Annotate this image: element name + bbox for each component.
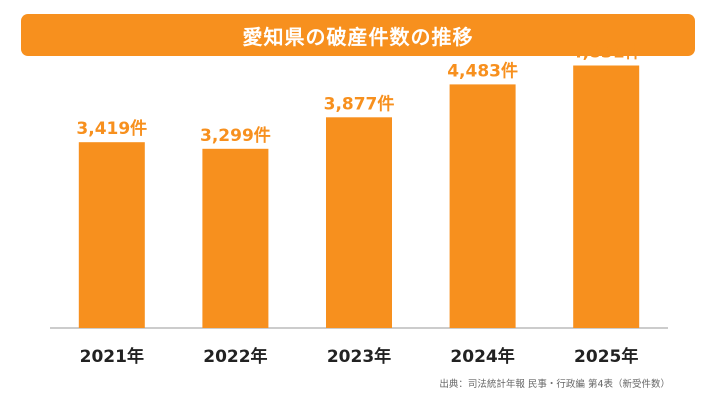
x-tick-label-2024年: 2024年 [450,346,514,367]
bar-2025年 [573,65,640,328]
data-label-2022年: 3,299件 [200,125,271,146]
x-tick-label-2021年: 2021年 [80,346,144,367]
chart-title: 愛知県の破産件数の推移 [242,24,474,49]
source-note: 出典：司法統計年報 民事・行政編 第4表（新受件数） [439,379,670,390]
bar-2022年 [202,148,269,328]
x-tick-label-2025年: 2025年 [574,346,638,367]
x-tick-label-2022年: 2022年 [203,346,267,367]
data-label-2021年: 3,419件 [76,118,147,139]
bar-2024年 [449,84,516,329]
data-label-2025年: 4,831件 [571,42,642,63]
chart-title-banner: 愛知県の破産件数の推移 [21,14,695,56]
data-label-2023年: 3,877件 [324,93,395,114]
data-label-2024年: 4,483件 [447,60,518,81]
x-tick-label-2023年: 2023年 [327,346,391,367]
bar-2021年 [78,142,145,328]
bar-2023年 [326,117,392,328]
